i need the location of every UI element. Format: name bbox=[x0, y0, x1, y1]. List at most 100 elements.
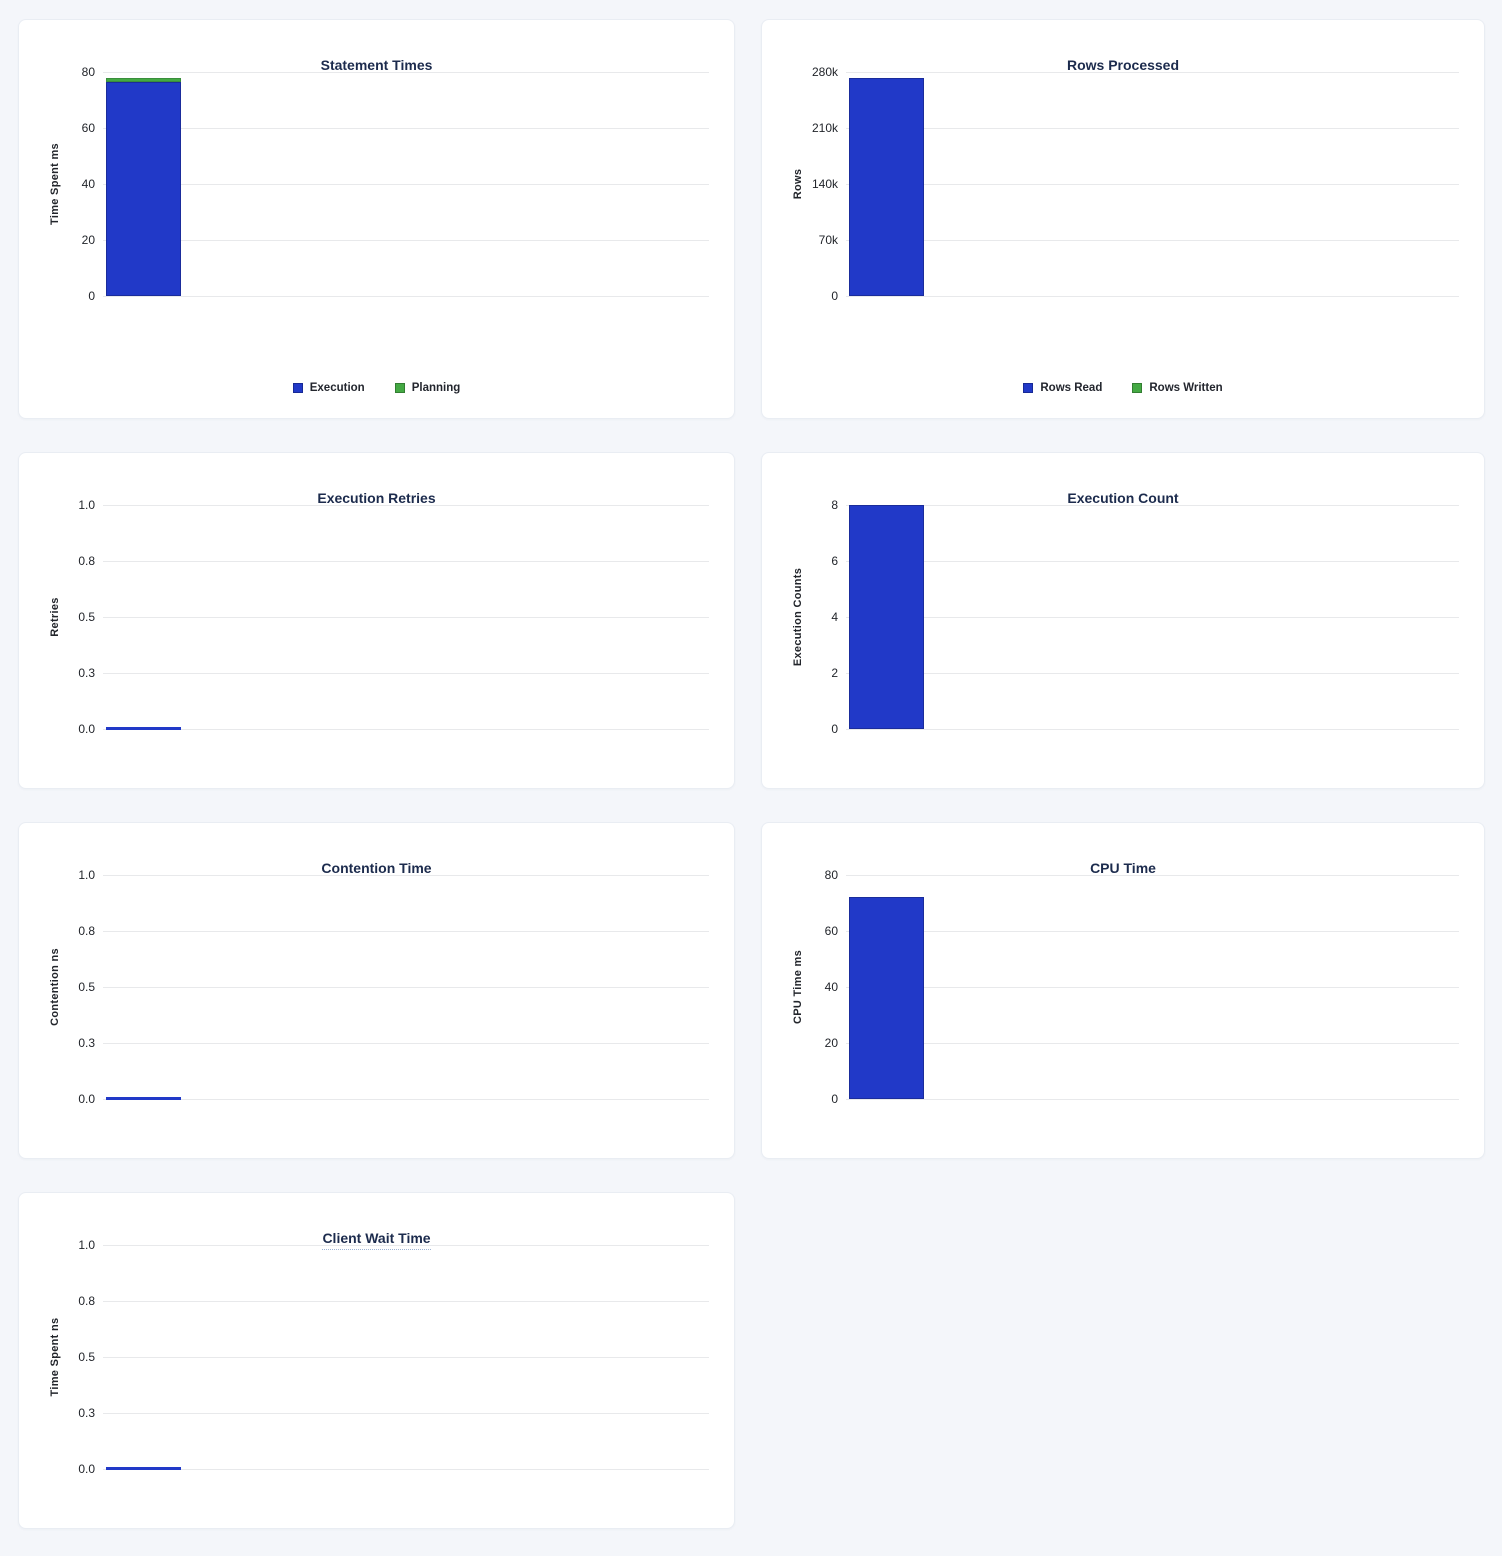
legend-label: Rows Read bbox=[1040, 382, 1103, 394]
y-tick-label: 0.8 bbox=[78, 924, 95, 938]
legend-item: Execution bbox=[292, 382, 365, 394]
chart-title-wrap: Execution Retries bbox=[19, 490, 734, 507]
y-tick-label: 210k bbox=[811, 121, 838, 135]
plot-area bbox=[103, 875, 709, 1100]
y-tick-label: 0.3 bbox=[78, 666, 95, 680]
y-tick-label: 1.0 bbox=[78, 868, 95, 882]
y-tick-label: 4 bbox=[831, 610, 838, 624]
chart-legend: Execution Planning bbox=[19, 382, 734, 394]
gridline bbox=[103, 505, 709, 506]
y-tick-label: 20 bbox=[824, 1036, 838, 1050]
gridline bbox=[846, 729, 1459, 730]
zero-value-bar bbox=[106, 1097, 181, 1100]
gridline bbox=[846, 240, 1459, 241]
zero-value-bar bbox=[106, 727, 181, 730]
bar-segment-cpu-time bbox=[849, 897, 924, 1099]
gridline bbox=[103, 128, 709, 129]
bar bbox=[849, 897, 924, 1099]
y-tick-label: 70k bbox=[818, 233, 838, 247]
chart-panel-cpu-time: CPU Time CPU Time ms 80 60 40 20 0 bbox=[761, 822, 1485, 1159]
y-tick-label: 60 bbox=[81, 121, 95, 135]
gridline bbox=[846, 875, 1459, 876]
chart-panel-client-wait-time: Client Wait Time Time Spent ns 1.0 0.8 0.5… bbox=[18, 1192, 735, 1529]
chart-title: Statement Times bbox=[320, 57, 433, 73]
y-tick-label: 2 bbox=[831, 666, 838, 680]
gridline bbox=[103, 184, 709, 185]
bar-segment-execution bbox=[106, 81, 181, 296]
y-tick-label: 0.0 bbox=[78, 722, 95, 736]
chart-title: Contention Time bbox=[321, 860, 432, 876]
y-tick-label: 0.8 bbox=[78, 1294, 95, 1308]
gridline bbox=[846, 505, 1459, 506]
y-tick-label: 0.3 bbox=[78, 1406, 95, 1420]
y-tick-label: 0.8 bbox=[78, 554, 95, 568]
gridline bbox=[846, 1099, 1459, 1100]
gridline bbox=[103, 240, 709, 241]
gridline bbox=[846, 561, 1459, 562]
legend-item: Planning bbox=[394, 382, 461, 394]
chart-title-wrap: Statement Times bbox=[19, 57, 734, 74]
plot-area bbox=[103, 1245, 709, 1470]
bar bbox=[849, 77, 924, 296]
y-tick-label: 0 bbox=[831, 1092, 838, 1106]
chart-panel-execution-retries: Execution Retries Retries 1.0 0.8 0.5 0.3 0.… bbox=[18, 452, 735, 789]
y-tick-label: 0 bbox=[88, 289, 95, 303]
bar bbox=[106, 78, 181, 296]
gridline bbox=[103, 987, 709, 988]
y-tick-label: 1.0 bbox=[78, 498, 95, 512]
gridline bbox=[103, 617, 709, 618]
chart-title-wrap: Rows Processed bbox=[762, 57, 1484, 74]
zero-value-bar bbox=[106, 1467, 181, 1470]
legend-color-swatch bbox=[394, 383, 405, 393]
chart-panel-contention-time: Contention Time Contention ns 1.0 0.8 0.5 0… bbox=[18, 822, 735, 1159]
legend-color-swatch bbox=[1023, 383, 1034, 393]
legend-item: Rows Read bbox=[1023, 382, 1102, 394]
gridline bbox=[846, 296, 1459, 297]
chart-title-wrap: Client Wait Time bbox=[19, 1230, 734, 1250]
gridline bbox=[103, 1099, 709, 1100]
chart-title-wrap: Execution Count bbox=[762, 490, 1484, 507]
gridline bbox=[103, 1301, 709, 1302]
gridline bbox=[103, 673, 709, 674]
y-tick-label: 0 bbox=[831, 722, 838, 736]
gridline bbox=[103, 1043, 709, 1044]
gridline bbox=[103, 72, 709, 73]
plot-area bbox=[846, 875, 1459, 1100]
gridline bbox=[103, 296, 709, 297]
legend-item: Rows Written bbox=[1132, 382, 1223, 394]
gridline bbox=[846, 617, 1459, 618]
gridline bbox=[846, 1043, 1459, 1044]
legend-label: Planning bbox=[411, 382, 461, 394]
y-tick-label: 40 bbox=[824, 980, 838, 994]
y-tick-label: 140k bbox=[811, 177, 838, 191]
chart-title: CPU Time bbox=[1090, 860, 1156, 876]
y-tick-label: 20 bbox=[81, 233, 95, 247]
chart-panel-statement-times: Statement Times Time Spent ms Execution P… bbox=[18, 19, 735, 419]
chart-title-tooltip-trigger[interactable]: Client Wait Time bbox=[322, 1230, 431, 1250]
gridline bbox=[846, 987, 1459, 988]
gridline bbox=[103, 1357, 709, 1358]
y-tick-label: 0.3 bbox=[78, 1036, 95, 1050]
chart-title: Execution Count bbox=[1067, 490, 1179, 506]
gridline bbox=[103, 931, 709, 932]
gridline bbox=[103, 561, 709, 562]
legend-color-swatch bbox=[1132, 383, 1143, 393]
plot-area bbox=[846, 72, 1459, 297]
gridline bbox=[846, 931, 1459, 932]
gridline bbox=[103, 875, 709, 876]
bar-segment-planning bbox=[106, 78, 181, 82]
y-tick-label: 80 bbox=[81, 65, 95, 79]
plot-area bbox=[103, 72, 709, 297]
chart-legend: Rows Read Rows Written bbox=[762, 382, 1484, 394]
y-tick-label: 280k bbox=[811, 65, 838, 79]
y-tick-label: 0.5 bbox=[78, 610, 95, 624]
gridline bbox=[103, 1413, 709, 1414]
y-tick-label: 60 bbox=[824, 924, 838, 938]
chart-panel-rows-processed: Rows Processed Rows Rows Read Rows Writte… bbox=[761, 19, 1485, 419]
plot-area bbox=[846, 505, 1459, 730]
gridline bbox=[846, 72, 1459, 73]
gridline bbox=[103, 1245, 709, 1246]
gridline bbox=[846, 128, 1459, 129]
